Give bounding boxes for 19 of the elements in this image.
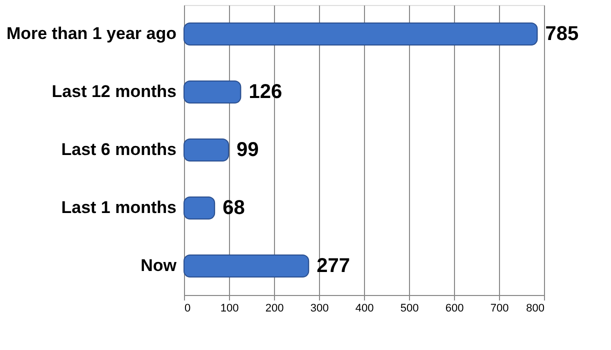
x-tick-label: 800 — [526, 302, 544, 314]
x-tick-label: 500 — [400, 302, 419, 314]
data-label: 785 — [545, 23, 579, 45]
y-tick-label: Last 6 months — [61, 140, 176, 159]
x-tick-label: 100 — [220, 302, 239, 314]
data-label: 68 — [222, 197, 245, 219]
y-tick-label: Last 1 months — [61, 198, 176, 217]
x-tick-label: 200 — [265, 302, 284, 314]
x-tick-label: 600 — [445, 302, 464, 314]
x-tick-label: 300 — [310, 302, 329, 314]
y-tick-label: Last 12 months — [52, 82, 176, 101]
y-tick-label: Now — [140, 256, 178, 275]
x-tick-label: 0 — [184, 302, 191, 314]
y-tick-label: More than 1 year ago — [6, 24, 176, 43]
data-label: 126 — [248, 81, 282, 103]
data-label: 99 — [236, 139, 259, 161]
x-tick-label: 700 — [490, 302, 509, 314]
x-tick-label: 400 — [355, 302, 374, 314]
data-label: 277 — [316, 255, 350, 277]
